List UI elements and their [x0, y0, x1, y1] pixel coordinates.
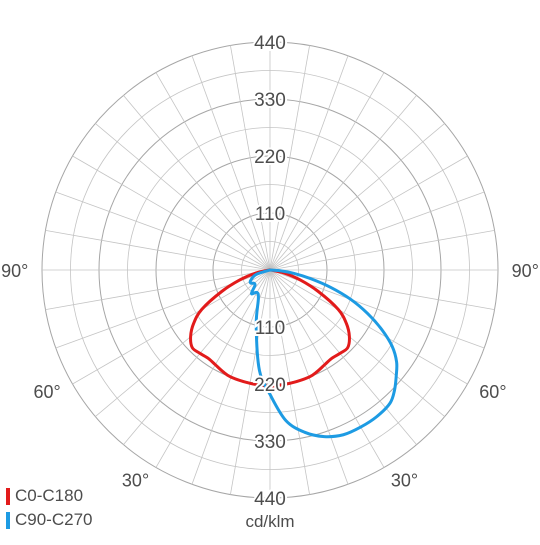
angle-label-1: 60°	[33, 382, 60, 402]
grid-spoke-60	[269, 269, 385, 468]
polar-grid	[41, 41, 499, 499]
legend-label-c0-c180: C0-C180	[15, 486, 84, 505]
grid-spoke-300	[269, 72, 385, 271]
grid-spoke-320	[269, 123, 445, 271]
grid-spoke-230	[123, 95, 271, 271]
legend-label-c90-c270: C90-C270	[15, 510, 93, 529]
radial-tick-label-down-440: 440	[254, 489, 286, 510]
grid-spoke-200	[55, 191, 271, 271]
radial-tick-label-down-110: 110	[255, 318, 285, 339]
angle-label-4: 60°	[479, 382, 506, 402]
series-layer	[189, 268, 399, 439]
grid-spoke-340	[269, 191, 485, 271]
radial-tick-label-up-330: 330	[254, 90, 286, 111]
grid-spoke-350	[269, 230, 495, 271]
radial-tick-label-up-220: 220	[254, 147, 286, 168]
grid-spoke-220	[95, 123, 271, 271]
grid-spoke-140	[95, 269, 271, 417]
legend-swatch-c0-c180	[6, 487, 10, 505]
grid-spoke-210	[72, 155, 271, 271]
grid-spoke-30	[269, 269, 468, 385]
grid-spoke-120	[155, 269, 271, 468]
radial-tick-label-up-440: 440	[254, 33, 286, 54]
grid-spoke-130	[123, 269, 271, 445]
radial-tick-label-up-110: 110	[255, 204, 285, 225]
grid-spoke-280	[269, 45, 310, 271]
grid-spoke-250	[191, 55, 271, 271]
series-line-0	[189, 268, 351, 388]
grid-spoke-40	[269, 269, 445, 417]
legend-item-c0-c180: C0-C180	[6, 484, 93, 508]
grid-spoke-190	[45, 230, 271, 271]
angle-label-2: 30°	[122, 470, 149, 490]
label-layer: 110 110 220 220 330 330 440 440 90° 60° 30° 30° 60° 9…	[1, 31, 539, 512]
series-line-1	[248, 268, 399, 439]
grid-spoke-170	[45, 269, 271, 310]
unit-label: cd/klm	[245, 512, 295, 531]
radial-tick-label-down-220: 220	[254, 375, 286, 396]
angle-label-3: 30°	[391, 470, 418, 490]
grid-spoke-330	[269, 155, 468, 271]
grid-spoke-50	[269, 269, 417, 445]
grid-spoke-240	[155, 72, 271, 271]
angle-label-0: 90°	[1, 261, 28, 281]
legend-item-c90-c270: C90-C270	[6, 508, 93, 532]
grid-spoke-290	[269, 55, 349, 271]
grid-spoke-150	[72, 269, 271, 385]
angle-label-5: 90°	[512, 261, 539, 281]
legend: C0-C180 C90-C270	[6, 484, 93, 532]
grid-spoke-310	[269, 95, 417, 271]
legend-swatch-c90-c270	[6, 511, 10, 529]
grid-spoke-260	[230, 45, 271, 271]
radial-tick-label-down-330: 330	[254, 432, 286, 453]
